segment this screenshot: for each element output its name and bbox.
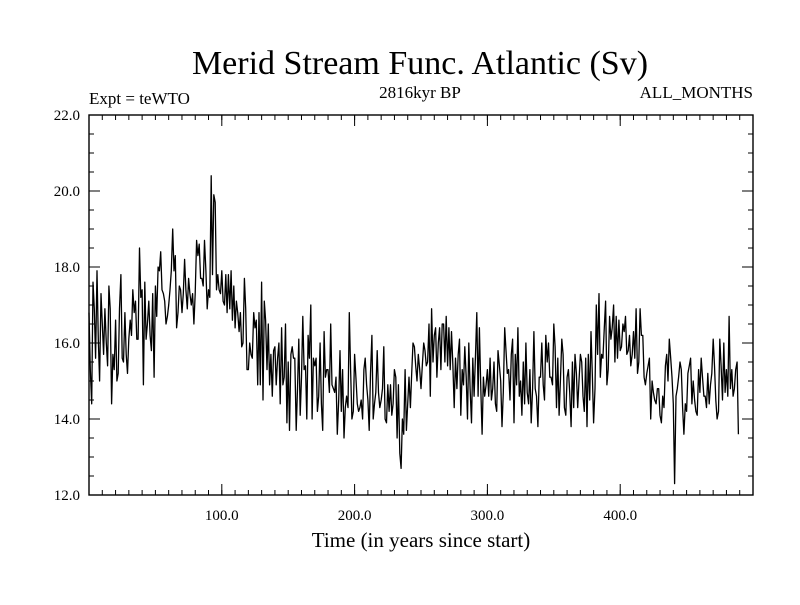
x-axis-label: Time (in years since start) [312, 528, 531, 552]
y-tick-label: 20.0 [54, 184, 80, 200]
y-tick-label: 22.0 [54, 108, 80, 124]
x-tick-label: 200.0 [338, 508, 372, 524]
period-label: 2816kyr BP [379, 83, 461, 102]
chart-title: Merid Stream Func. Atlantic (Sv) [192, 45, 648, 82]
y-tick-label: 12.0 [54, 488, 80, 504]
y-tick-label: 18.0 [54, 260, 80, 276]
experiment-label: Expt = teWTO [89, 89, 190, 108]
plot-frame [88, 114, 754, 496]
x-tick-label: 300.0 [471, 508, 505, 524]
x-tick-label: 400.0 [603, 508, 637, 524]
y-tick-label: 14.0 [54, 412, 80, 428]
series-line [88, 175, 740, 485]
y-tick-label: 16.0 [54, 336, 80, 352]
x-tick-label: 100.0 [205, 508, 239, 524]
axis-tick-labels: 100.0 200.0 300.0 400.0 12.0 14.0 16.0 18.0 20.0… [54, 108, 637, 524]
axis-ticks [89, 114, 753, 496]
months-label: ALL_MONTHS [640, 83, 753, 102]
